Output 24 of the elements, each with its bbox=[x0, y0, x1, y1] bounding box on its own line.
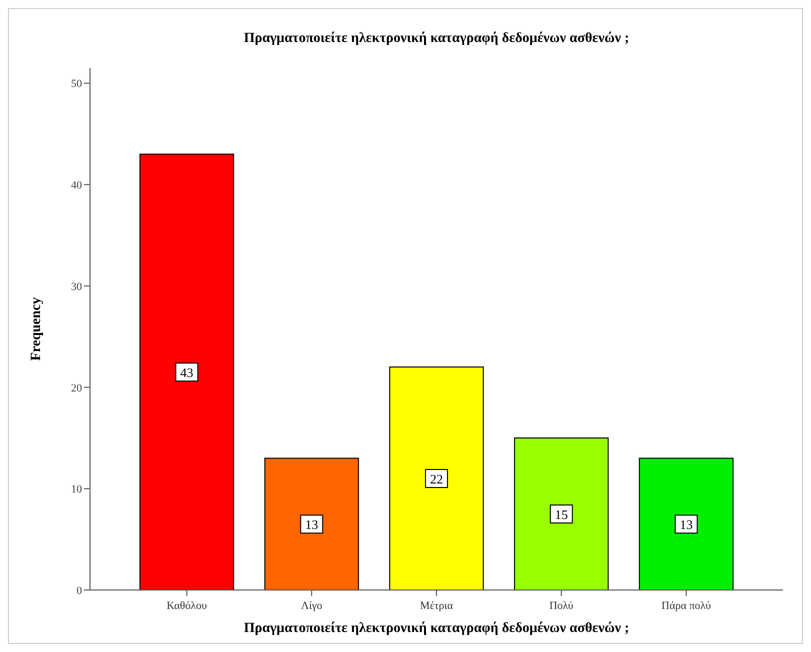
data-label: 43 bbox=[180, 365, 194, 380]
y-tick-label: 0 bbox=[76, 585, 82, 597]
bar bbox=[638, 458, 734, 590]
y-tick-label: 20 bbox=[71, 382, 82, 394]
bar bbox=[139, 154, 234, 590]
x-axis-title: Πραγματοποιείτε ηλεκτρονική καταγραφή δεδομένων ασθενών ; bbox=[244, 621, 630, 636]
data-label: 13 bbox=[305, 517, 318, 532]
y-tick-label: 40 bbox=[71, 180, 82, 192]
y-tick-label: 30 bbox=[71, 280, 82, 293]
x-tick-label: Μέτρια bbox=[420, 600, 454, 612]
x-tick-label: Καθόλου bbox=[166, 600, 208, 612]
bar bbox=[514, 437, 609, 590]
y-tick-label: 10 bbox=[71, 484, 82, 496]
data-label: 22 bbox=[430, 472, 443, 487]
bar bbox=[264, 458, 359, 590]
chart-title: Πραγματοποιείτε ηλεκτρονική καταγραφή δεδομένων ασθενών ; bbox=[244, 31, 630, 46]
data-label: 15 bbox=[554, 506, 568, 522]
x-tick-label: Λίγο bbox=[300, 600, 323, 612]
x-tick-label: Πολύ bbox=[549, 600, 574, 612]
y-axis-title: Frequency bbox=[29, 297, 44, 361]
data-label: 13 bbox=[680, 517, 693, 532]
x-tick-label: Πάρα πολύ bbox=[662, 600, 712, 612]
y-tick-label: 50 bbox=[71, 78, 82, 90]
bar bbox=[389, 366, 484, 590]
